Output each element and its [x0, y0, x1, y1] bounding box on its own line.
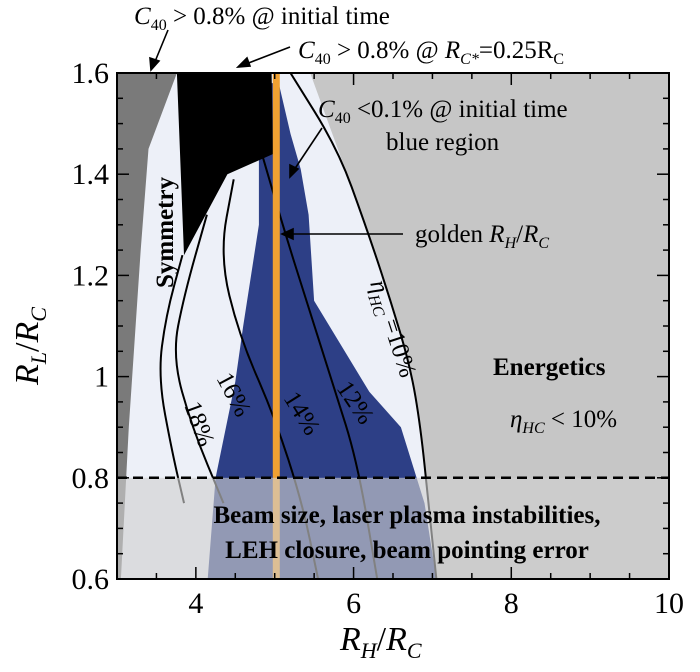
arrow-c40-rcstar — [245, 46, 291, 65]
beam-size-band — [117, 477, 669, 579]
symmetry-region — [117, 73, 177, 579]
beam-band-text-2: LEH closure, beam pointing error — [225, 537, 589, 564]
arrow-head — [289, 163, 300, 179]
arrow-head — [149, 56, 161, 72]
annotation-c40-blue: C40 <0.1% @ initial time — [318, 96, 568, 127]
x-tick-label: 6 — [346, 587, 361, 620]
energetics-region — [290, 73, 669, 579]
golden-line-label: golden RH/RC — [415, 221, 549, 252]
energetics-label: Energetics — [493, 354, 606, 381]
contour-line-4 — [289, 73, 438, 579]
y-tick-label: 1.2 — [72, 259, 110, 292]
arrow-head — [235, 56, 252, 68]
y-tick-labels: 0.6 0.8 1 1.2 1.4 1.6 — [72, 57, 110, 596]
annotation-c40-initial: C40 > 0.8% @ initial time — [134, 3, 390, 34]
x-tick-label: 8 — [504, 587, 519, 620]
blue-region — [207, 83, 437, 579]
x-tick-label: 10 — [654, 587, 684, 620]
x-axis-label: RH/RC — [339, 621, 422, 663]
contour-line-1 — [174, 214, 225, 504]
arrow-blue-region — [293, 127, 323, 171]
c40-above-threshold-region — [176, 73, 274, 256]
arrow-c40-initial — [153, 29, 169, 65]
annotation-blue-region: blue region — [386, 129, 500, 156]
arrow-head — [280, 227, 294, 241]
y-tick-label: 1.6 — [72, 57, 110, 90]
annotation-c40-rcstar: C40 > 0.8% @ RC*=0.25RC — [298, 37, 564, 68]
y-tick-label: 0.6 — [72, 563, 110, 596]
x-tick-label: 4 — [188, 587, 203, 620]
eta-hc-label: ηHC < 10% — [510, 406, 617, 437]
contour-line-0 — [159, 254, 186, 504]
y-tick-label: 1.4 — [72, 158, 110, 191]
symmetry-label: Symmetry — [152, 176, 179, 288]
contour-line-3 — [257, 143, 379, 579]
annotation-arrows — [149, 29, 403, 241]
y-axis-label: RL/RC — [9, 307, 51, 386]
x-tick-labels: 4 6 8 10 — [188, 587, 684, 620]
beam-band-text-1: Beam size, laser plasma instabilities, — [213, 502, 600, 529]
y-tick-label: 1 — [94, 361, 109, 394]
axis-ticks — [116, 72, 670, 580]
y-tick-label: 0.8 — [72, 462, 110, 495]
